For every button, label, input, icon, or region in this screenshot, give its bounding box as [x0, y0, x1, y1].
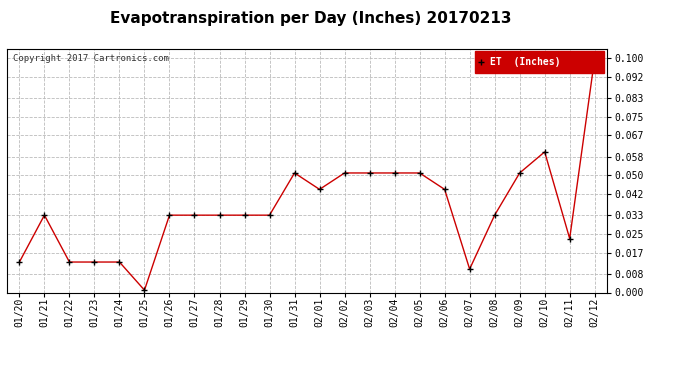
Text: Copyright 2017 Cartronics.com: Copyright 2017 Cartronics.com [13, 54, 169, 63]
FancyBboxPatch shape [475, 51, 604, 73]
Text: ET  (Inches): ET (Inches) [490, 57, 561, 67]
Text: Evapotranspiration per Day (Inches) 20170213: Evapotranspiration per Day (Inches) 2017… [110, 11, 511, 26]
